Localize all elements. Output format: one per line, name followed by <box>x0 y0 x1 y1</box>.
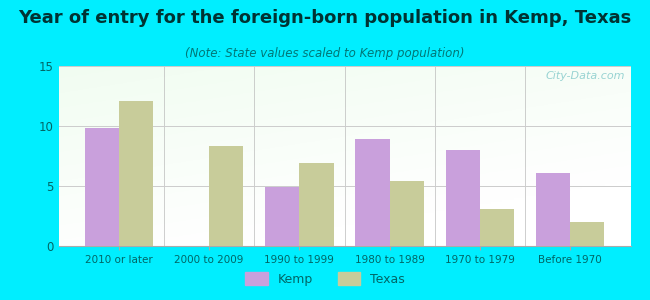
Text: (Note: State values scaled to Kemp population): (Note: State values scaled to Kemp popul… <box>185 46 465 59</box>
Bar <box>570 222 604 246</box>
Bar <box>536 173 570 246</box>
Bar <box>480 209 514 246</box>
Bar <box>265 187 300 246</box>
Bar <box>119 101 153 246</box>
Bar <box>389 181 424 246</box>
Bar <box>84 128 119 246</box>
Bar <box>446 150 480 246</box>
Bar <box>356 139 389 246</box>
Text: City-Data.com: City-Data.com <box>545 71 625 81</box>
Text: Year of entry for the foreign-born population in Kemp, Texas: Year of entry for the foreign-born popul… <box>18 9 632 27</box>
Bar <box>300 163 333 246</box>
Bar <box>209 146 243 246</box>
Legend: Kemp, Texas: Kemp, Texas <box>240 267 410 291</box>
